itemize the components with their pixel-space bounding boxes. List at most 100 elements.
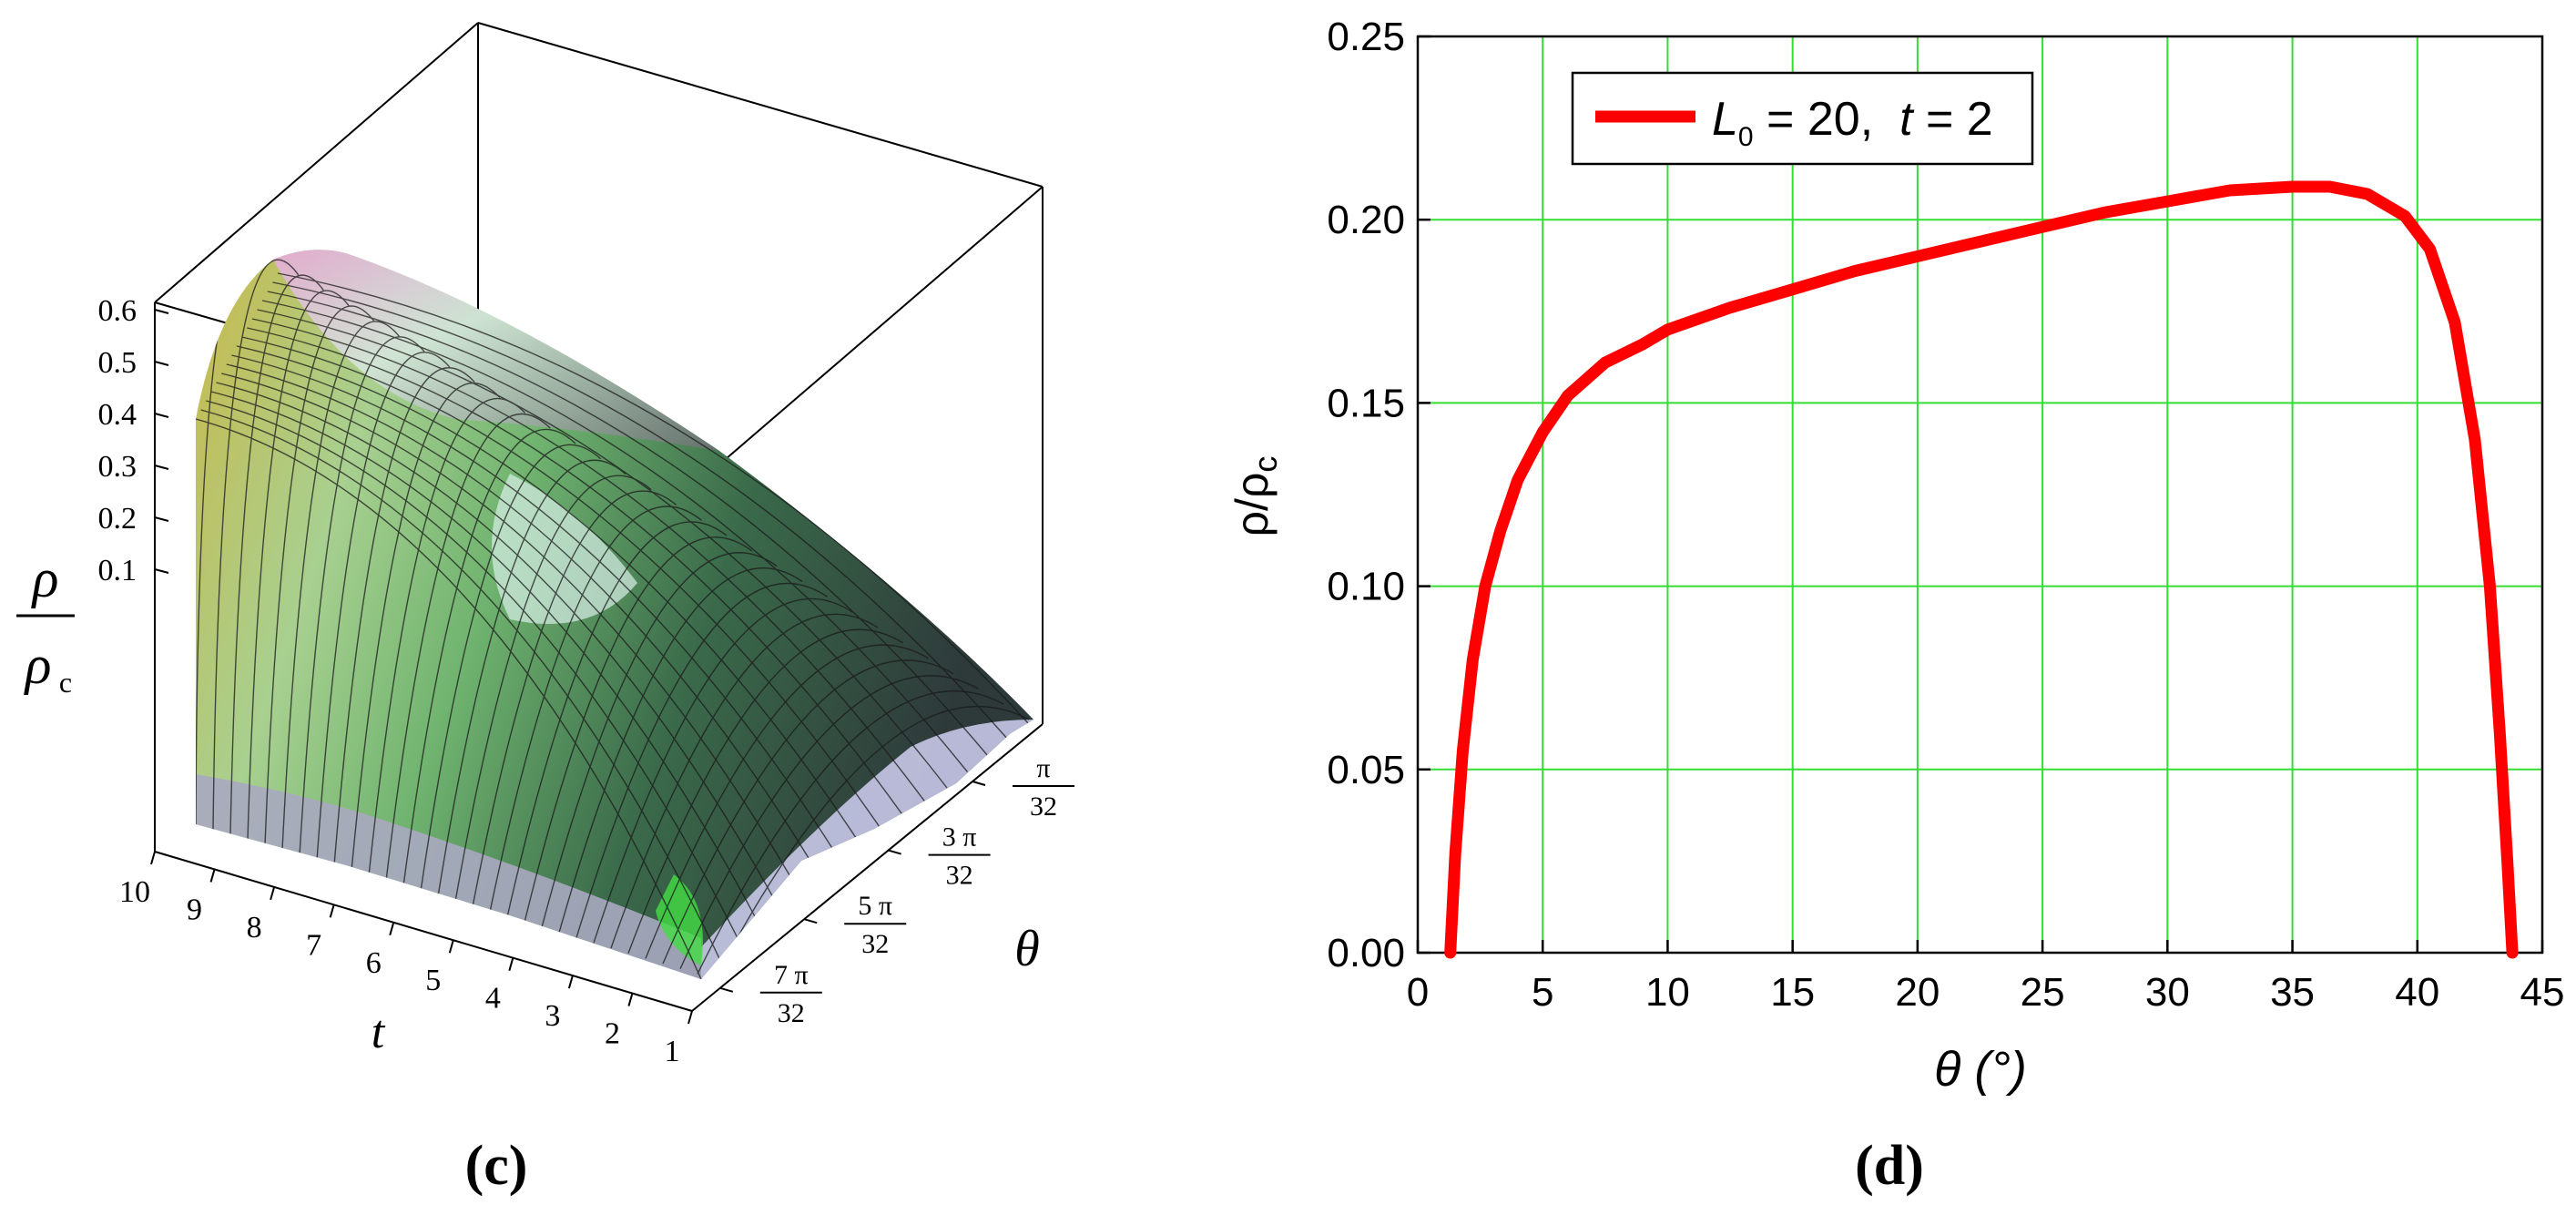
z-tick-mark bbox=[154, 516, 169, 522]
theta-tick-numerator: π bbox=[1036, 753, 1050, 783]
mesh-line bbox=[299, 336, 425, 856]
t-tick-mark bbox=[270, 886, 276, 901]
theta-tick-denominator: 32 bbox=[861, 929, 889, 959]
mesh-line bbox=[454, 475, 652, 903]
z-tick-label: 0.2 bbox=[98, 502, 137, 536]
t-tick-label: 9 bbox=[187, 893, 202, 926]
y-tick-label: 0.25 bbox=[1327, 15, 1405, 59]
t-tick-mark bbox=[687, 1010, 693, 1025]
t-tick-mark bbox=[209, 869, 216, 883]
x-axis-label: θ (°) bbox=[1934, 1042, 2027, 1097]
x-tick-label: 15 bbox=[1770, 970, 1815, 1015]
axis-ticks: 0 5 10 15 20 25 30 35 40 45 0.00 0.05 0.10 0.15 0.20 0.… bbox=[1327, 15, 2564, 1015]
x-tick-label: 45 bbox=[2520, 970, 2565, 1015]
mesh-line bbox=[316, 352, 451, 861]
z-label-denominator: ρ bbox=[24, 635, 52, 695]
t-tick-label: 10 bbox=[119, 875, 150, 909]
theta-tick-mark bbox=[719, 986, 734, 993]
mesh-line bbox=[437, 459, 626, 897]
z-tick-label: 0.1 bbox=[98, 554, 137, 587]
x-tick-label: 5 bbox=[1532, 970, 1553, 1015]
z-label-numerator: ρ bbox=[31, 548, 59, 608]
z-tick-label: 0.6 bbox=[98, 294, 137, 328]
surface bbox=[196, 250, 1033, 980]
t-tick-label: 7 bbox=[306, 928, 321, 962]
x-tick-label: 25 bbox=[2021, 970, 2065, 1015]
line-chart: 0 5 10 15 20 25 30 35 40 45 0.00 0.05 0.10 0.15 0.20 0.… bbox=[1227, 15, 2564, 1197]
surface-mesh bbox=[196, 250, 1030, 980]
mesh-line bbox=[261, 300, 969, 772]
theta-tick-numerator: 7 π bbox=[774, 960, 809, 990]
theta-tick-numerator: 3 π bbox=[942, 822, 977, 853]
mesh-line bbox=[281, 321, 400, 851]
t-tick-mark bbox=[448, 939, 454, 954]
y-axis-label: ρ/ρc bbox=[1227, 456, 1284, 537]
panel-label-d: (d) bbox=[1855, 1135, 1924, 1197]
mesh-line bbox=[196, 250, 274, 825]
theta-tick-denominator: 32 bbox=[946, 861, 973, 891]
mesh-line bbox=[272, 281, 1010, 740]
y-tick-label: 0.20 bbox=[1327, 198, 1405, 242]
mesh-line bbox=[662, 659, 954, 965]
t-tick-label: 4 bbox=[485, 982, 501, 1016]
mesh-line bbox=[368, 397, 526, 876]
series-line bbox=[1444, 180, 2519, 959]
mesh-line bbox=[277, 272, 1030, 725]
t-tick-label: 2 bbox=[605, 1017, 620, 1051]
mesh-line bbox=[226, 363, 825, 884]
theta-axis-label: θ bbox=[1014, 921, 1040, 977]
t-axis: 10 9 8 7 6 5 4 3 2 1 bbox=[119, 851, 693, 1068]
x-tick-label: 30 bbox=[2145, 970, 2190, 1015]
mesh-line bbox=[333, 367, 475, 866]
x-tick-label: 10 bbox=[1645, 970, 1690, 1015]
mesh-line bbox=[541, 552, 778, 928]
mesh-line bbox=[679, 675, 980, 969]
t-tick-mark bbox=[627, 993, 634, 1006]
theta-axis: π 32 3 π 32 5 π 32 7 π 32 bbox=[719, 753, 1074, 1028]
mesh-line bbox=[267, 291, 989, 757]
z-tick-label: 0.4 bbox=[98, 398, 137, 432]
panel-label-c: (c) bbox=[465, 1135, 528, 1197]
y-tick-label: 0.00 bbox=[1327, 931, 1405, 975]
plot-frame bbox=[1416, 35, 2544, 955]
z-tick-mark bbox=[154, 361, 169, 366]
y-tick-label: 0.05 bbox=[1327, 748, 1405, 792]
x-tick-label: 20 bbox=[1895, 970, 1940, 1015]
mesh-line bbox=[472, 490, 677, 907]
mesh-line bbox=[247, 327, 907, 821]
mesh-line bbox=[247, 290, 350, 841]
t-tick-label: 1 bbox=[665, 1035, 680, 1068]
mesh-line bbox=[257, 309, 948, 789]
z-tick-label: 0.3 bbox=[98, 450, 137, 484]
mesh-line bbox=[216, 382, 784, 916]
mesh-line bbox=[627, 628, 904, 954]
theta-tick-denominator: 32 bbox=[1030, 791, 1057, 822]
t-tick-mark bbox=[389, 922, 395, 936]
y-tick-label: 0.15 bbox=[1327, 381, 1405, 425]
mesh-line bbox=[558, 567, 803, 934]
mesh-line bbox=[714, 705, 1030, 980]
mesh-line bbox=[200, 409, 723, 964]
mesh-line bbox=[645, 644, 929, 959]
z-tick-label: 0.5 bbox=[98, 346, 137, 380]
t-tick-label: 6 bbox=[366, 946, 382, 980]
z-tick-mark bbox=[154, 413, 169, 418]
mesh-line bbox=[220, 373, 805, 900]
t-tick-label: 5 bbox=[425, 964, 441, 997]
mesh-line bbox=[385, 413, 551, 882]
x-tick-label: 0 bbox=[1407, 970, 1429, 1015]
mesh-line bbox=[251, 318, 928, 804]
t-tick-label: 8 bbox=[247, 911, 262, 945]
y-tick-label: 0.10 bbox=[1327, 565, 1405, 609]
mesh-line bbox=[524, 536, 753, 923]
legend: L0 = 20, t = 2 bbox=[1571, 71, 2034, 166]
mesh-line bbox=[402, 428, 576, 887]
mesh-line bbox=[236, 345, 866, 853]
mesh-line bbox=[206, 400, 743, 948]
theta-tick-mark bbox=[888, 849, 901, 855]
z-tick-mark bbox=[154, 568, 169, 574]
t-tick-mark bbox=[508, 957, 514, 971]
t-axis-label: t bbox=[372, 1006, 386, 1058]
